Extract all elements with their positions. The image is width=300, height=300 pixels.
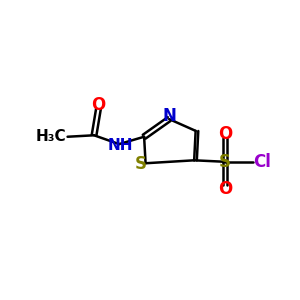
- Text: H₃C: H₃C: [35, 129, 66, 144]
- Text: S: S: [134, 155, 146, 173]
- Text: O: O: [218, 180, 232, 198]
- Text: NH: NH: [108, 138, 133, 153]
- Text: O: O: [91, 96, 106, 114]
- Text: N: N: [162, 106, 176, 124]
- Text: O: O: [218, 125, 232, 143]
- Text: S: S: [219, 153, 231, 171]
- Text: Cl: Cl: [253, 153, 271, 171]
